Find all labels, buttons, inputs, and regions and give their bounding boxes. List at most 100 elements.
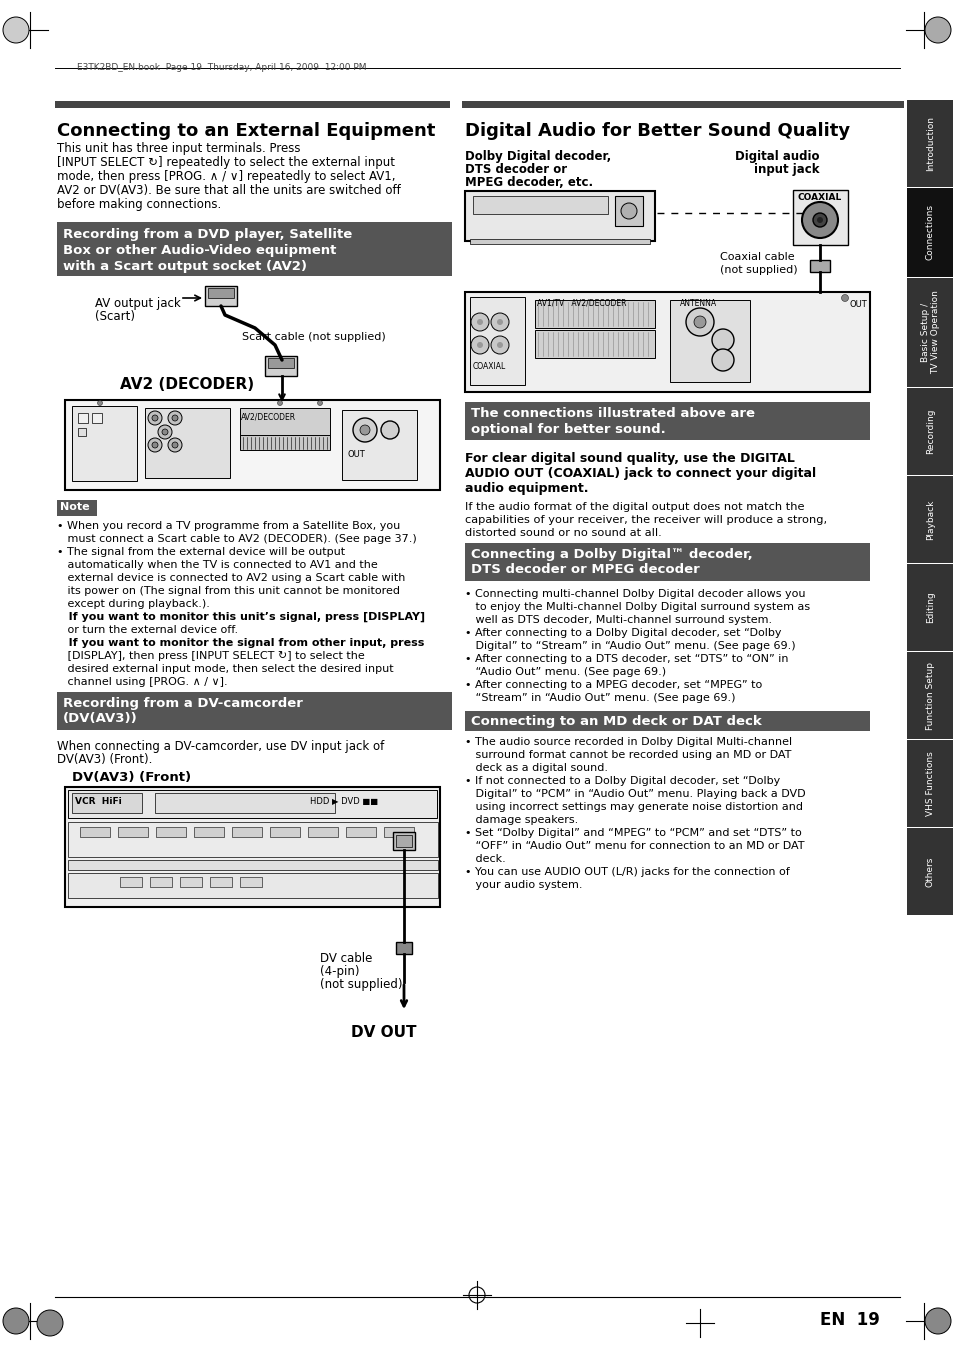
Bar (68, 861, 437, 870)
Text: Introduction: Introduction (925, 116, 934, 172)
Text: external device is connected to AV2 using a Scart cable with: external device is connected to AV2 usin… (57, 573, 405, 584)
Bar (464, 190, 655, 240)
Text: EN  19: EN 19 (820, 1310, 879, 1329)
Text: audio equipment.: audio equipment. (464, 482, 588, 494)
Text: E3TK2BD_EN.book  Page 19  Thursday, April 16, 2009  12:00 PM: E3TK2BD_EN.book Page 19 Thursday, April … (77, 63, 366, 72)
Text: • The audio source recorded in Dolby Digital Multi-channel: • The audio source recorded in Dolby Dig… (464, 738, 791, 747)
Text: When connecting a DV-camcorder, use DV input jack of: When connecting a DV-camcorder, use DV i… (57, 740, 384, 753)
Bar (535, 330, 655, 358)
Text: For clear digital sound quality, use the DIGITAL: For clear digital sound quality, use the… (464, 453, 794, 465)
Text: Editing: Editing (925, 592, 934, 623)
Circle shape (693, 316, 705, 328)
Text: COAXIAL: COAXIAL (473, 362, 506, 372)
Text: • Set “Dolby Digital” and “MPEG” to “PCM” and set “DTS” to: • Set “Dolby Digital” and “MPEG” to “PCM… (464, 828, 801, 838)
Bar (906, 828, 953, 915)
Text: before making connections.: before making connections. (57, 199, 221, 211)
Text: DV(AV3) (Front).: DV(AV3) (Front). (57, 753, 152, 766)
Bar (120, 877, 142, 888)
Circle shape (148, 411, 162, 426)
Bar (68, 790, 436, 817)
Text: • You can use AUDIO OUT (L/R) jacks for the connection of: • You can use AUDIO OUT (L/R) jacks for … (464, 867, 789, 877)
Text: desired external input mode, then select the desired input: desired external input mode, then select… (57, 663, 394, 674)
Text: using incorrect settings may generate noise distortion and: using incorrect settings may generate no… (464, 802, 802, 812)
Text: must connect a Scart cable to AV2 (DECODER). (See page 37.): must connect a Scart cable to AV2 (DECOD… (57, 534, 416, 544)
Text: DV OUT: DV OUT (351, 1025, 416, 1040)
Text: AV2 or DV(AV3). Be sure that all the units are switched off: AV2 or DV(AV3). Be sure that all the uni… (57, 184, 400, 197)
Bar (55, 101, 450, 108)
Text: • The signal from the external device will be output: • The signal from the external device wi… (57, 547, 345, 557)
Text: Dolby Digital decoder,: Dolby Digital decoder, (464, 150, 611, 163)
Bar (906, 740, 953, 827)
Text: AV1/TV   AV2/DECODER: AV1/TV AV2/DECODER (537, 299, 626, 308)
Text: surround format cannot be recorded using an MD or DAT: surround format cannot be recorded using… (464, 750, 791, 761)
Bar (906, 188, 953, 277)
Bar (906, 563, 953, 651)
Text: [DISPLAY], then press [INPUT SELECT ↻] to select the: [DISPLAY], then press [INPUT SELECT ↻] t… (57, 651, 364, 661)
Circle shape (162, 430, 168, 435)
Bar (80, 827, 110, 838)
Bar (71, 793, 142, 813)
Bar (669, 300, 749, 382)
Text: • Connecting multi-channel Dolby Digital decoder allows you: • Connecting multi-channel Dolby Digital… (464, 589, 804, 598)
Text: HDD ▶ DVD ■■: HDD ▶ DVD ■■ (310, 797, 377, 807)
Circle shape (172, 415, 178, 422)
Text: Coaxial cable: Coaxial cable (720, 253, 794, 262)
Bar (65, 400, 439, 490)
Bar (395, 942, 412, 954)
Bar (464, 292, 869, 392)
Text: • After connecting to a Dolby Digital decoder, set “Dolby: • After connecting to a Dolby Digital de… (464, 628, 781, 638)
Bar (208, 288, 233, 299)
Text: • When you record a TV programme from a Satellite Box, you: • When you record a TV programme from a … (57, 521, 400, 531)
Bar (792, 190, 847, 245)
Bar (906, 100, 953, 186)
Circle shape (491, 336, 509, 354)
Circle shape (491, 313, 509, 331)
Bar (118, 827, 148, 838)
Text: DV cable: DV cable (319, 952, 372, 965)
Circle shape (359, 426, 370, 435)
Circle shape (801, 203, 837, 238)
Text: If the audio format of the digital output does not match the: If the audio format of the digital outpu… (464, 503, 803, 512)
Text: If you want to monitor the signal from other input, press: If you want to monitor the signal from o… (57, 638, 424, 648)
Text: Connecting to an MD deck or DAT deck: Connecting to an MD deck or DAT deck (471, 715, 760, 728)
Circle shape (97, 400, 102, 405)
Bar (464, 543, 869, 581)
Bar (906, 653, 953, 739)
Bar (205, 286, 236, 305)
Bar (240, 408, 330, 438)
Text: optional for better sound.: optional for better sound. (471, 423, 665, 436)
Bar (180, 877, 202, 888)
Text: DTS decoder or MPEG decoder: DTS decoder or MPEG decoder (471, 563, 699, 576)
Bar (240, 435, 330, 450)
Text: MPEG decoder, etc.: MPEG decoder, etc. (464, 176, 593, 189)
Circle shape (471, 336, 489, 354)
Text: VHS Functions: VHS Functions (925, 751, 934, 816)
Text: automatically when the TV is connected to AV1 and the: automatically when the TV is connected t… (57, 561, 377, 570)
Circle shape (168, 438, 182, 453)
Text: “Audio Out” menu. (See page 69.): “Audio Out” menu. (See page 69.) (464, 667, 665, 677)
Text: Recording from a DVD player, Satellite: Recording from a DVD player, Satellite (63, 228, 352, 240)
Circle shape (620, 203, 637, 219)
Text: (not supplied): (not supplied) (319, 978, 402, 992)
Text: VCR  HiFi: VCR HiFi (75, 797, 122, 807)
Circle shape (168, 411, 182, 426)
Text: [INPUT SELECT ↻] repeatedly to select the external input: [INPUT SELECT ↻] repeatedly to select th… (57, 155, 395, 169)
Bar (473, 196, 607, 213)
Text: Note: Note (60, 503, 90, 512)
Circle shape (3, 18, 29, 43)
Text: Recording: Recording (925, 409, 934, 454)
Text: (4-pin): (4-pin) (319, 965, 359, 978)
Circle shape (711, 330, 733, 351)
Bar (265, 357, 296, 376)
Bar (809, 259, 829, 272)
Text: Digital” to “PCM” in “Audio Out” menu. Playing back a DVD: Digital” to “PCM” in “Audio Out” menu. P… (464, 789, 804, 798)
Text: Playback: Playback (925, 500, 934, 539)
Text: DTS decoder or: DTS decoder or (464, 163, 566, 176)
Text: Digital audio: Digital audio (735, 150, 820, 163)
Text: your audio system.: your audio system. (464, 880, 582, 890)
Bar (78, 413, 88, 423)
Bar (68, 873, 437, 898)
Bar (78, 428, 86, 436)
Bar (210, 877, 232, 888)
Circle shape (317, 400, 322, 405)
